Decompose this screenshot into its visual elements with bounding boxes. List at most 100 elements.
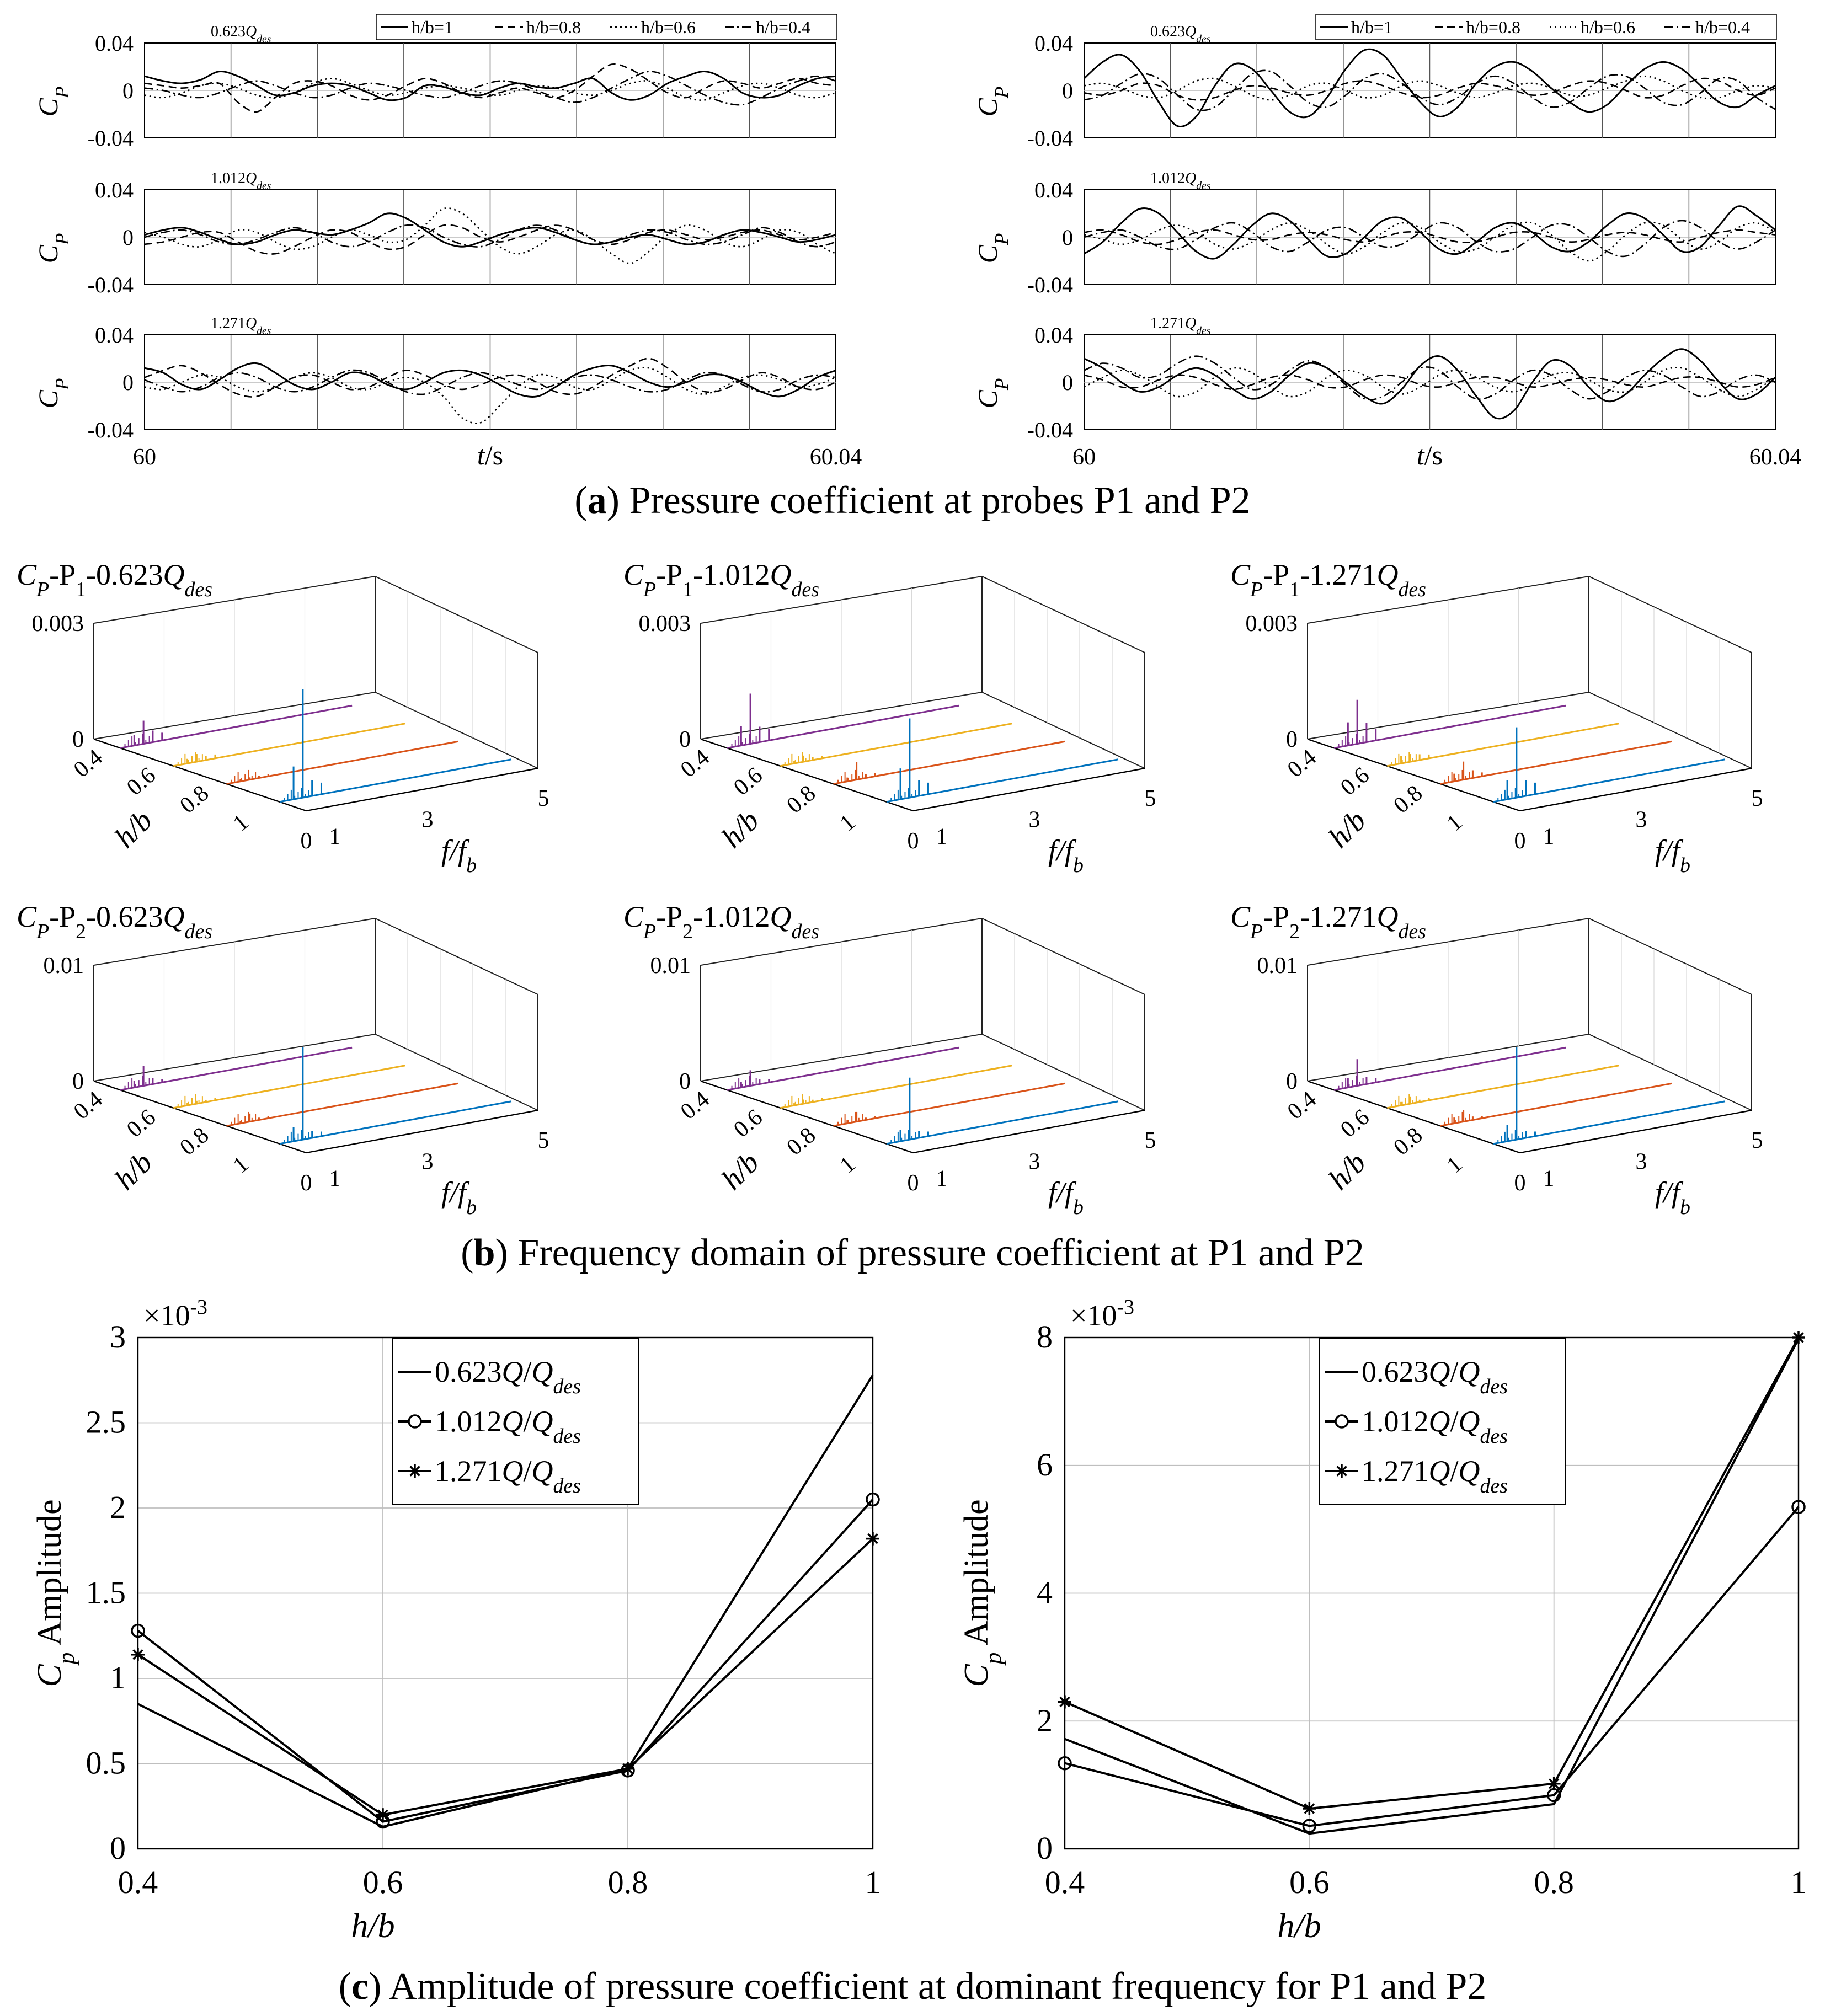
y-tick-label: 0.04 xyxy=(95,31,134,56)
y-axis-label: CP xyxy=(33,87,73,117)
amplitude-chart-P1: 00.511.522.530.4 0.6 0.8 1×10-3h/bCp Amplit… xyxy=(31,1296,881,1945)
x-axis-label-sub: b xyxy=(1073,1196,1084,1219)
title-probe-sub: 1 xyxy=(682,578,693,601)
flow-number: 0.623 xyxy=(211,23,246,40)
box-edge xyxy=(1589,1034,1752,1110)
title-flow: -0.623 xyxy=(86,558,163,591)
title-probe-sub: 1 xyxy=(1289,578,1300,601)
x-tick-label: 60 xyxy=(1072,445,1096,470)
y-axis-label-sub: P xyxy=(991,233,1012,245)
z-tick-label: 0 xyxy=(1286,1069,1298,1094)
flow-number: 1.271 xyxy=(1150,315,1185,332)
subplot-flow-label: 0.623Qdes xyxy=(1150,23,1211,45)
y-tick-label: -0.04 xyxy=(1027,272,1073,297)
y-tick-label: 0.6 xyxy=(122,1104,161,1142)
legend-slash: / xyxy=(1450,1454,1459,1488)
time-series-subplot: 0.04 0 -0.04 CP 0.623Qdes h/b=1 h/b=0.8 h/b=0.6… xyxy=(33,14,837,151)
x-tick-label: 3 xyxy=(1636,808,1647,833)
subplot-flow-label: 1.271Qdes xyxy=(211,315,271,337)
z-tick-label: 0 xyxy=(1286,727,1298,752)
legend-q: Q xyxy=(502,1454,524,1488)
y-tick-label: 3 xyxy=(110,1319,126,1355)
y-axis-label: Cp Amplitude xyxy=(31,1499,79,1687)
title-q-sub: des xyxy=(1399,920,1426,943)
y-tick-label: 1 xyxy=(835,810,861,837)
series-line xyxy=(138,1539,873,1815)
spectrum-baseline xyxy=(887,760,1118,802)
x-tick-label: 0.6 xyxy=(363,1864,403,1900)
legend-slash: / xyxy=(1450,1405,1459,1438)
x-tick-label: 3 xyxy=(422,808,434,833)
spectrum-panel: 00.003CP-P1-1.012Qdes0.4 0.6 0.810 135f/fbh… xyxy=(623,558,1156,877)
box-edge xyxy=(982,918,1145,994)
y-tick-label: 0 xyxy=(1062,370,1073,395)
spectrum-title: CP-P2-0.623Qdes xyxy=(17,900,212,943)
y-axis-label-base: C xyxy=(972,244,1003,263)
y-tick-label: 1.5 xyxy=(86,1575,126,1611)
y-axis-label: h/b xyxy=(108,1146,158,1196)
x-axis-label-sub: b xyxy=(466,1196,477,1219)
legend-marker xyxy=(1336,1415,1348,1427)
x-tick-label: 3 xyxy=(422,1149,434,1175)
y-tick-label: 0.6 xyxy=(1336,762,1374,800)
legend-flow-number: 1.271 xyxy=(1362,1454,1429,1488)
y-axis-label-text: Amplitude xyxy=(958,1499,995,1652)
legend-flow-number: 0.623 xyxy=(1362,1355,1429,1388)
legend-sub: des xyxy=(1480,1474,1508,1498)
title-probe: -P xyxy=(49,558,76,591)
multiplier-exp: -3 xyxy=(190,1296,207,1319)
spectrum-baseline xyxy=(834,741,1065,784)
x-tick-label: 0 xyxy=(301,1170,312,1196)
legend-q2: Q xyxy=(532,1355,553,1388)
spectrum-baseline xyxy=(727,1047,959,1090)
data-point xyxy=(1303,1802,1316,1815)
x-axis-label-sub: b xyxy=(1680,1196,1690,1219)
x-axis-label: t/s xyxy=(477,440,503,470)
data-point xyxy=(131,1648,145,1661)
y-tick-label: 0 xyxy=(122,78,134,103)
y-axis-label: h/b xyxy=(1322,804,1372,854)
title-probe-sub: 2 xyxy=(1289,920,1300,943)
caption-c-letter: c xyxy=(351,1965,369,2008)
title-probe-sub: 1 xyxy=(76,578,86,601)
x-axis-label-var: t xyxy=(477,440,485,470)
x-axis-label: f/fb xyxy=(1048,834,1084,877)
legend-sub: des xyxy=(553,1474,581,1498)
y-axis-label-base: C xyxy=(33,389,63,408)
box-edge xyxy=(982,692,1145,768)
y-axis-label: CP xyxy=(972,87,1012,117)
box-edge xyxy=(375,576,538,653)
x-axis-label: h/b xyxy=(1277,1907,1321,1945)
x-tick-label: 0.6 xyxy=(1289,1864,1330,1900)
z-tick-label: 0 xyxy=(679,727,691,752)
title-probe: -P xyxy=(656,558,682,591)
flow-subscript: des xyxy=(1196,180,1210,192)
x-axis-label-sub: b xyxy=(1680,854,1690,877)
spectrum-baseline xyxy=(1387,1066,1619,1108)
y-tick-label: 0.8 xyxy=(782,1122,820,1161)
time-series-subplot: 0.040-0.04CP1.271Qdes xyxy=(33,315,836,442)
title-cp: C xyxy=(17,900,37,933)
data-point xyxy=(1547,1777,1561,1790)
y-axis-label-text: Amplitude xyxy=(31,1499,68,1652)
multiplier-base: ×10 xyxy=(143,1299,190,1332)
subplot-flow-label: 0.623Qdes xyxy=(211,23,271,45)
box-edge xyxy=(982,576,1145,653)
spectrum-baseline xyxy=(1440,1083,1672,1126)
legend-q: Q xyxy=(502,1405,524,1438)
legend-flow-number: 1.012 xyxy=(435,1405,502,1438)
legend-q: Q xyxy=(1429,1454,1450,1488)
z-tick-label: 0 xyxy=(72,727,84,752)
y-axis-label: CP xyxy=(972,378,1012,409)
x-tick-label: 5 xyxy=(1145,786,1156,811)
flow-subscript: des xyxy=(257,180,271,192)
z-tick-label: 0.003 xyxy=(32,611,84,637)
spectrum-baseline xyxy=(227,741,458,784)
title-q: Q xyxy=(1377,558,1399,591)
y-axis-label: h/b xyxy=(108,804,158,854)
spectrum-baseline xyxy=(1334,705,1566,748)
x-axis-label: f/fb xyxy=(441,834,477,877)
legend-q2: Q xyxy=(532,1454,553,1488)
y-axis-label-base: C xyxy=(33,98,63,116)
